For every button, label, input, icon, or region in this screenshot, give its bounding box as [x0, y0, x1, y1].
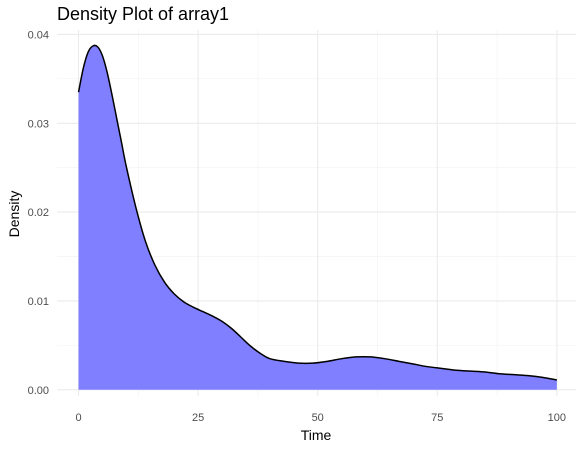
y-tick-label: 0.02 — [28, 207, 49, 219]
x-tick-label: 75 — [431, 412, 443, 424]
y-tick-label: 0.03 — [28, 118, 49, 130]
density-area — [78, 45, 557, 390]
y-tick-label: 0.00 — [28, 385, 49, 397]
x-axis-label: Time — [301, 427, 332, 443]
x-tick-label: 0 — [75, 412, 81, 424]
x-tick-label: 25 — [192, 412, 204, 424]
density-line — [77, 44, 558, 381]
y-axis-ticks: 0.00 0.01 0.02 0.03 0.04 — [28, 29, 49, 396]
y-tick-label: 0.01 — [28, 296, 49, 308]
x-axis-ticks: 0 25 50 75 100 — [75, 412, 566, 424]
chart-title: Density Plot of array1 — [57, 4, 229, 24]
y-tick-label: 0.04 — [28, 29, 49, 41]
x-tick-label: 100 — [548, 412, 566, 424]
density-series — [77, 44, 558, 390]
y-axis-label: Density — [6, 191, 22, 238]
x-tick-label: 50 — [312, 412, 324, 424]
